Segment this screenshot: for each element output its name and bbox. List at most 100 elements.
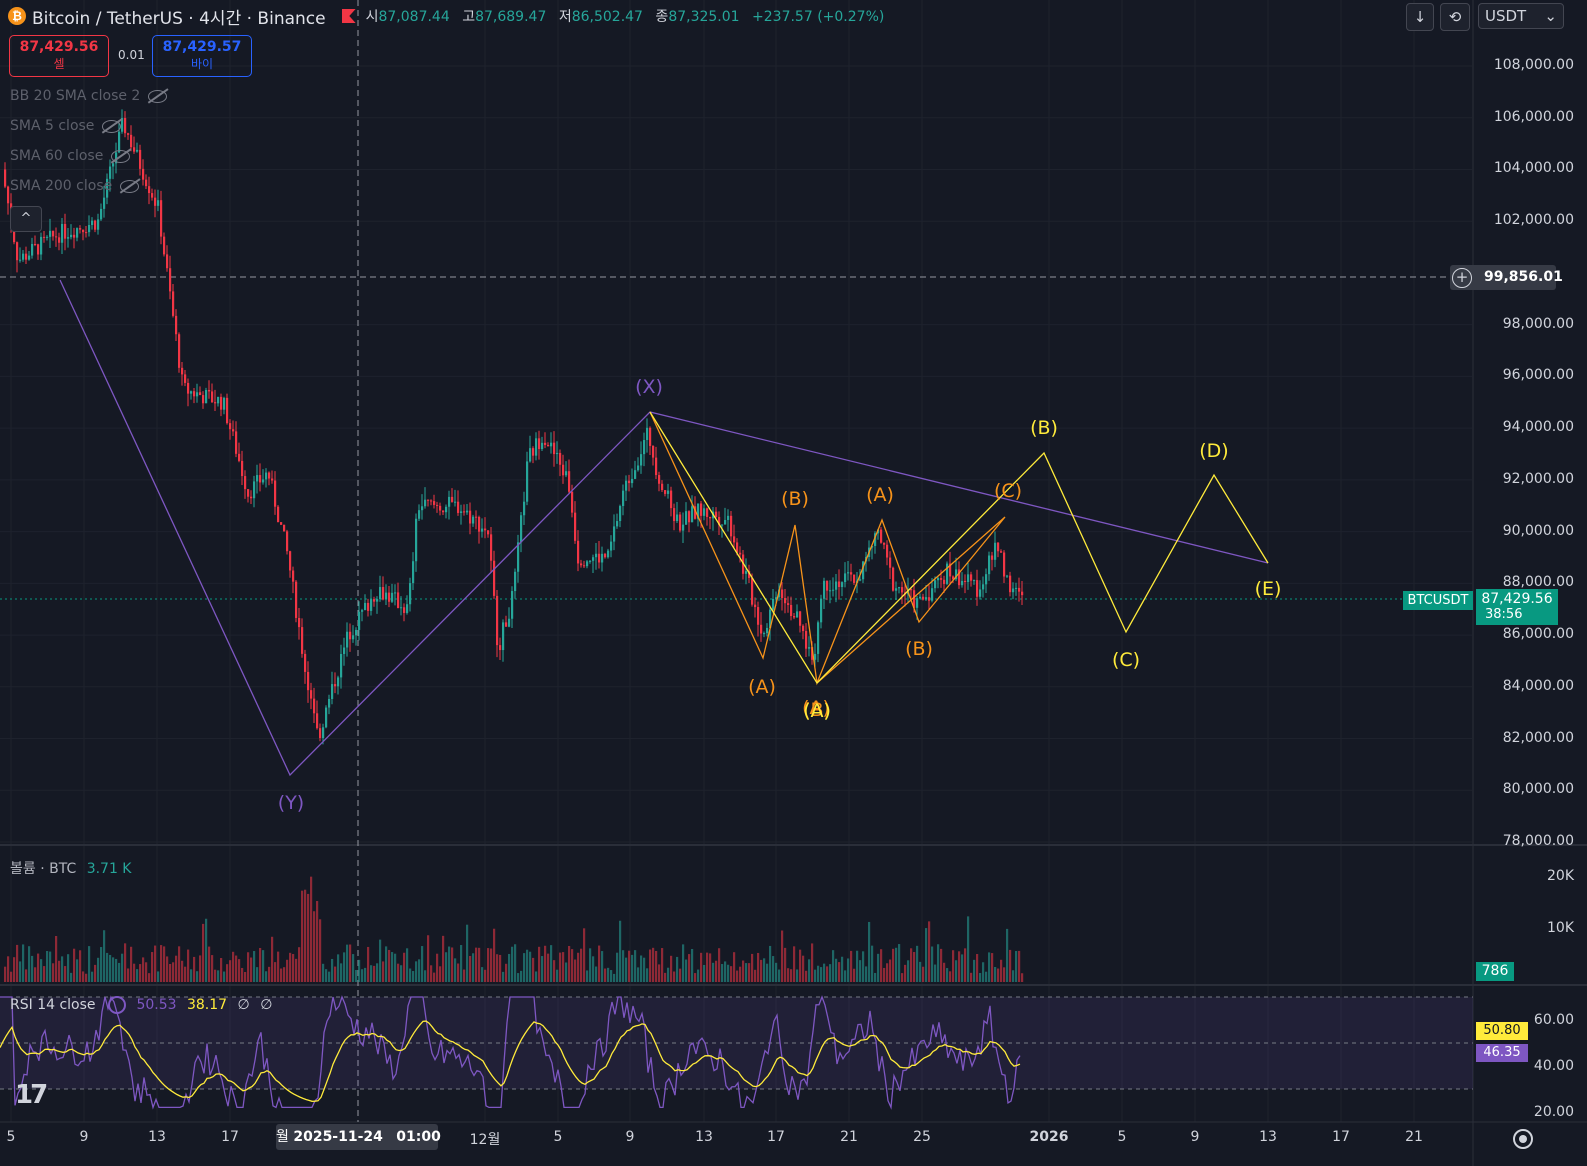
candle-body xyxy=(601,553,604,563)
volume-bar xyxy=(82,971,85,982)
hidden-eye-icon[interactable] xyxy=(148,89,168,103)
indicator-sma200[interactable]: SMA 200 close xyxy=(10,178,140,194)
volume-bar xyxy=(526,949,529,982)
volume-bar xyxy=(892,948,895,982)
flag-icon[interactable] xyxy=(341,9,356,23)
symbol-title[interactable]: Bitcoin / TetherUS · 4시간 · Binance xyxy=(32,8,326,29)
volume-bar xyxy=(910,948,913,982)
candle-body xyxy=(532,448,535,456)
wave-label[interactable]: (B) xyxy=(905,638,933,660)
price-axis-label: 88,000.00 xyxy=(1502,574,1574,591)
candle-body xyxy=(4,169,7,187)
settings-icon[interactable] xyxy=(1513,1129,1533,1149)
volume-bar xyxy=(634,950,637,982)
wave-label[interactable]: (E) xyxy=(1254,578,1282,600)
volume-bar xyxy=(748,963,751,982)
indicator-bb[interactable]: BB 20 SMA close 2 xyxy=(10,88,168,104)
currency-select[interactable]: USDT ⌄ xyxy=(1478,3,1564,29)
orange-wave-line xyxy=(649,411,1006,686)
wave-label[interactable]: (X) xyxy=(635,376,663,398)
candle-body xyxy=(49,230,52,237)
candle-body xyxy=(1015,587,1018,589)
candle-body xyxy=(886,544,889,558)
volume-title[interactable]: 볼륨 · BTC 3.71 K xyxy=(10,861,132,877)
reset-icon[interactable]: ⟲ xyxy=(1440,3,1470,31)
hidden-eye-icon[interactable] xyxy=(111,149,131,163)
volume-bar xyxy=(820,967,823,982)
volume-bar xyxy=(826,966,829,982)
wave-label[interactable]: (B) xyxy=(803,699,831,721)
indicator-sma60[interactable]: SMA 60 close xyxy=(10,148,131,164)
sell-button[interactable]: 87,429.56 셀 xyxy=(9,35,109,77)
volume-bar xyxy=(94,964,97,982)
candle-body xyxy=(55,236,58,238)
wave-label[interactable]: (A) xyxy=(866,484,894,506)
candle-body xyxy=(412,561,415,584)
candle-body xyxy=(79,228,82,230)
volume-bar xyxy=(589,948,592,982)
wave-label[interactable]: (A) xyxy=(748,676,776,698)
candle-body xyxy=(76,228,79,238)
volume-bar xyxy=(166,956,169,982)
volume-bar xyxy=(805,970,808,982)
volume-bar xyxy=(469,955,472,982)
plus-icon[interactable]: + xyxy=(1452,268,1472,288)
candle-body xyxy=(544,442,547,445)
volume-bar xyxy=(610,970,613,982)
candle-body xyxy=(61,223,64,243)
volume-bar xyxy=(841,956,844,982)
candle-body xyxy=(523,501,526,516)
wave-label[interactable]: (Y) xyxy=(277,792,305,814)
volume-bar xyxy=(604,968,607,982)
candle-body xyxy=(616,521,619,527)
candle-body xyxy=(715,511,718,517)
candle-body xyxy=(940,578,943,580)
candle-body xyxy=(244,476,247,490)
volume-bar xyxy=(502,971,505,982)
volume-bar xyxy=(985,971,988,982)
candle-body xyxy=(661,483,664,491)
rsi-ma-line xyxy=(0,1020,1021,1102)
volume-bar xyxy=(358,959,361,982)
rsi-title[interactable]: RSI 14 close 50.53 38.17 ∅ ∅ xyxy=(10,996,273,1014)
candle-body xyxy=(445,506,448,513)
volume-bar xyxy=(673,971,676,982)
volume-bar xyxy=(229,960,232,982)
candle-body xyxy=(157,200,160,206)
volume-bar xyxy=(967,916,970,982)
candle-body xyxy=(355,629,358,636)
volume-bar xyxy=(529,951,532,982)
volume-bar xyxy=(745,963,748,982)
volume-bar xyxy=(511,946,514,982)
volume-bar xyxy=(13,957,16,982)
wave-label[interactable]: (B) xyxy=(781,488,809,510)
indicator-sma5[interactable]: SMA 5 close xyxy=(10,118,122,134)
candle-body xyxy=(775,597,778,599)
volume-bar xyxy=(454,958,457,982)
candle-body xyxy=(916,598,919,608)
hidden-eye-icon[interactable] xyxy=(120,179,140,193)
hidden-eye-icon[interactable] xyxy=(102,119,122,133)
candle-body xyxy=(829,590,832,592)
collapse-legend-button[interactable]: ^ xyxy=(10,206,42,232)
candle-body xyxy=(565,471,568,476)
wave-label[interactable]: (D) xyxy=(1199,440,1229,462)
volume-bar xyxy=(157,971,160,982)
candle-body xyxy=(223,397,226,410)
wave-label[interactable]: (A) xyxy=(802,697,830,719)
volume-bar xyxy=(658,964,661,982)
volume-bar xyxy=(208,946,211,982)
wave-label[interactable]: (C) xyxy=(993,480,1023,502)
candle-body xyxy=(439,505,442,511)
wave-label[interactable]: (B) xyxy=(1030,417,1058,439)
tradingview-logo[interactable]: 17 xyxy=(15,1080,48,1110)
volume-bar xyxy=(829,964,832,982)
wave-label[interactable]: (A) xyxy=(803,700,831,722)
candle-body xyxy=(211,391,214,403)
volume-bar xyxy=(514,944,517,982)
wave-label[interactable]: (C) xyxy=(1111,649,1141,671)
arrow-down-icon[interactable]: ↓ xyxy=(1406,3,1434,31)
volume-bar xyxy=(637,967,640,982)
buy-button[interactable]: 87,429.57 바이 xyxy=(152,35,252,77)
